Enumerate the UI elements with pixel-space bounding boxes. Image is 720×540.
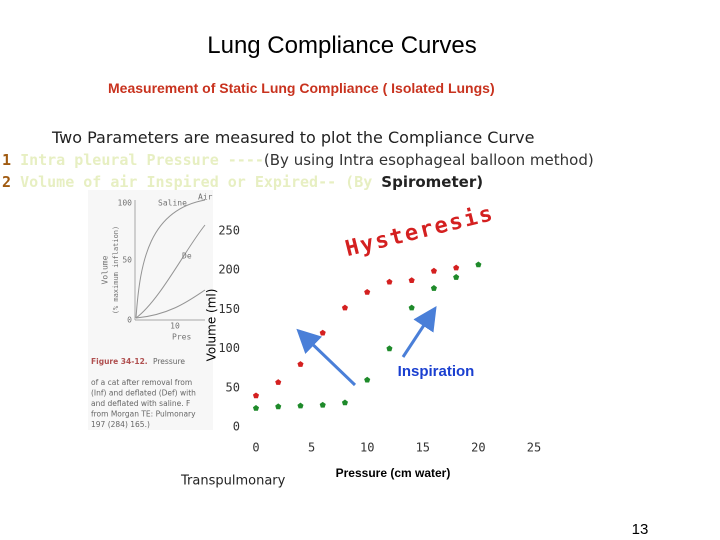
y-tick-label: 250 xyxy=(218,224,240,238)
footer-label: Transpulmonary xyxy=(180,474,286,489)
point xyxy=(430,285,437,291)
x-tick-label: 20 xyxy=(471,441,485,455)
point xyxy=(364,376,371,383)
item-rest: Spirometer) xyxy=(381,173,484,191)
curve xyxy=(135,199,206,319)
figure-label: Saline xyxy=(158,199,187,208)
item-faded: Intra pleural Pressure ---- xyxy=(20,151,264,169)
point xyxy=(297,361,304,367)
caption-line: from Morgan TE: Pulmonary xyxy=(91,410,196,419)
item: 1 Intra pleural Pressure ----(By using I… xyxy=(2,151,594,169)
x-tick-label: 0 xyxy=(252,441,259,455)
point xyxy=(430,267,437,274)
point xyxy=(364,288,371,295)
y-tick-label: 100 xyxy=(218,341,240,355)
figure-label: 50 xyxy=(122,256,132,265)
caption-line: 197 (284) 165.) xyxy=(91,420,150,429)
x-axis-label: Pressure (cm water) xyxy=(336,466,451,480)
item-faded: Volume of air Inspired or Expired-- (By xyxy=(20,173,382,191)
figure-label: (% maximum inflation) xyxy=(112,226,120,315)
point xyxy=(275,379,282,385)
figure-label: 100 xyxy=(118,199,133,208)
item-rest: (By using Intra esophageal balloon metho… xyxy=(263,151,594,169)
point xyxy=(319,329,326,336)
x-tick-label: 15 xyxy=(416,441,430,455)
figure-label: Pres xyxy=(172,333,191,342)
y-axis-label: Volume (ml) xyxy=(205,289,219,362)
annotation: Inspiration xyxy=(398,363,475,380)
caption-line: and deflated with saline. F xyxy=(91,399,190,408)
point xyxy=(453,274,460,280)
y-tick-label: 150 xyxy=(218,302,240,316)
caption-line: Pressure xyxy=(153,357,185,366)
caption-line: of a cat after removal from xyxy=(91,378,192,387)
arrow xyxy=(401,305,437,358)
point xyxy=(275,403,282,410)
slide-title: Lung Compliance Curves xyxy=(207,32,477,59)
x-tick-label: 25 xyxy=(527,441,541,455)
subtitle: Measurement of Static Lung Compliance ( … xyxy=(108,80,495,96)
point xyxy=(252,392,260,399)
x-tick-label: 10 xyxy=(360,441,374,455)
intro: Two Parameters are measured to plot the … xyxy=(52,128,535,147)
point xyxy=(252,404,260,411)
faded-figure: Saline Air Volume (% maximum inflation) … xyxy=(101,193,213,342)
point xyxy=(341,399,349,406)
figure-background xyxy=(88,190,213,430)
figure-label: Air xyxy=(198,193,213,202)
caption-line: Figure 34-12. xyxy=(91,357,148,366)
caption-line: (Inf) and deflated (Def) with xyxy=(91,389,196,398)
item: 2 Volume of air Inspired or Expired-- (B… xyxy=(2,173,483,191)
figure-caption: Figure 34-12. Pressure of a cat after remo… xyxy=(91,357,196,429)
point xyxy=(386,345,393,352)
item-number: 2 xyxy=(2,173,12,191)
figure-label: 0 xyxy=(127,316,132,325)
point xyxy=(475,261,482,268)
x-tick-label: 5 xyxy=(308,441,315,455)
point xyxy=(297,402,304,409)
point xyxy=(386,278,393,285)
figure-label: Volume xyxy=(101,255,110,284)
chart-background xyxy=(215,205,545,495)
point xyxy=(408,277,415,283)
point xyxy=(319,401,326,408)
curve xyxy=(135,289,206,319)
arrow xyxy=(296,328,357,387)
y-tick-label: 0 xyxy=(233,420,240,434)
curve xyxy=(135,224,206,319)
page-number: 13 xyxy=(632,521,649,538)
point xyxy=(453,264,460,271)
y-tick-label: 50 xyxy=(226,380,240,394)
point xyxy=(341,304,349,311)
item-number: 1 xyxy=(2,151,12,169)
point xyxy=(408,304,415,311)
figure-label: 10 xyxy=(170,322,180,331)
y-tick-label: 200 xyxy=(218,263,240,277)
figure-label: De xyxy=(182,252,192,261)
